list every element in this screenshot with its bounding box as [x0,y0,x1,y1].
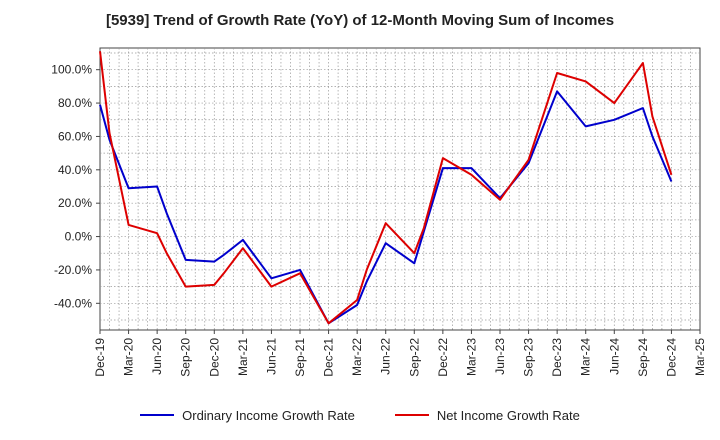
x-tick-label: Jun-20 [150,338,164,375]
x-tick-label: Dec-19 [93,338,107,377]
x-tick-label: Jun-24 [607,338,621,375]
x-tick-label: Dec-23 [550,338,564,377]
plot-area [99,47,701,331]
legend-label-net-income: Net Income Growth Rate [436,407,580,423]
x-tick-label: Mar-23 [464,338,478,376]
x-tick-label: Sep-22 [407,338,421,377]
x-tick-label: Mar-22 [350,338,364,376]
net-income-series-line [99,51,673,325]
y-tick-label: 20.0% [58,196,92,210]
x-tick-label: Dec-24 [664,338,678,377]
x-tick-label: Dec-21 [322,338,336,377]
x-tick-label: Jun-22 [379,338,393,375]
chart-title: [5939] Trend of Growth Rate (YoY) of 12-… [105,12,615,29]
y-tick-label: 60.0% [58,129,92,143]
x-tick-label: Mar-21 [236,338,250,376]
x-tick-label: Dec-20 [207,338,221,377]
x-tick-label: Jun-23 [493,338,507,375]
legend-label-ordinary-income: Ordinary Income Growth Rate [182,407,355,423]
legend: Ordinary Income Growth Rate Net Income G… [0,404,720,426]
y-tick-label: 80.0% [58,96,92,110]
x-tick-label: Sep-23 [522,338,536,377]
x-tick-label: Sep-24 [636,338,650,377]
y-tick-label: 0.0% [65,230,93,244]
x-tick-label: Sep-21 [293,338,307,377]
ordinary-income-series-line [99,90,673,325]
legend-item-net-income: Net Income Growth Rate [394,407,580,423]
y-tick-label: 40.0% [58,163,92,177]
x-tick-label: Dec-22 [436,338,450,377]
x-tick-label: Mar-20 [122,338,136,376]
y-tick-label: 100.0% [51,63,92,77]
x-tick-label: Jun-21 [264,338,278,375]
legend-swatch-net-income [394,414,429,416]
y-tick-label: -20.0% [54,263,92,277]
x-tick-label: Mar-25 [693,338,707,376]
y-tick-label: -40.0% [54,296,92,310]
x-tick-label: Sep-20 [179,338,193,377]
x-tick-label: Mar-24 [579,338,593,376]
legend-swatch-ordinary-income [140,414,175,416]
legend-item-ordinary-income: Ordinary Income Growth Rate [140,408,355,423]
